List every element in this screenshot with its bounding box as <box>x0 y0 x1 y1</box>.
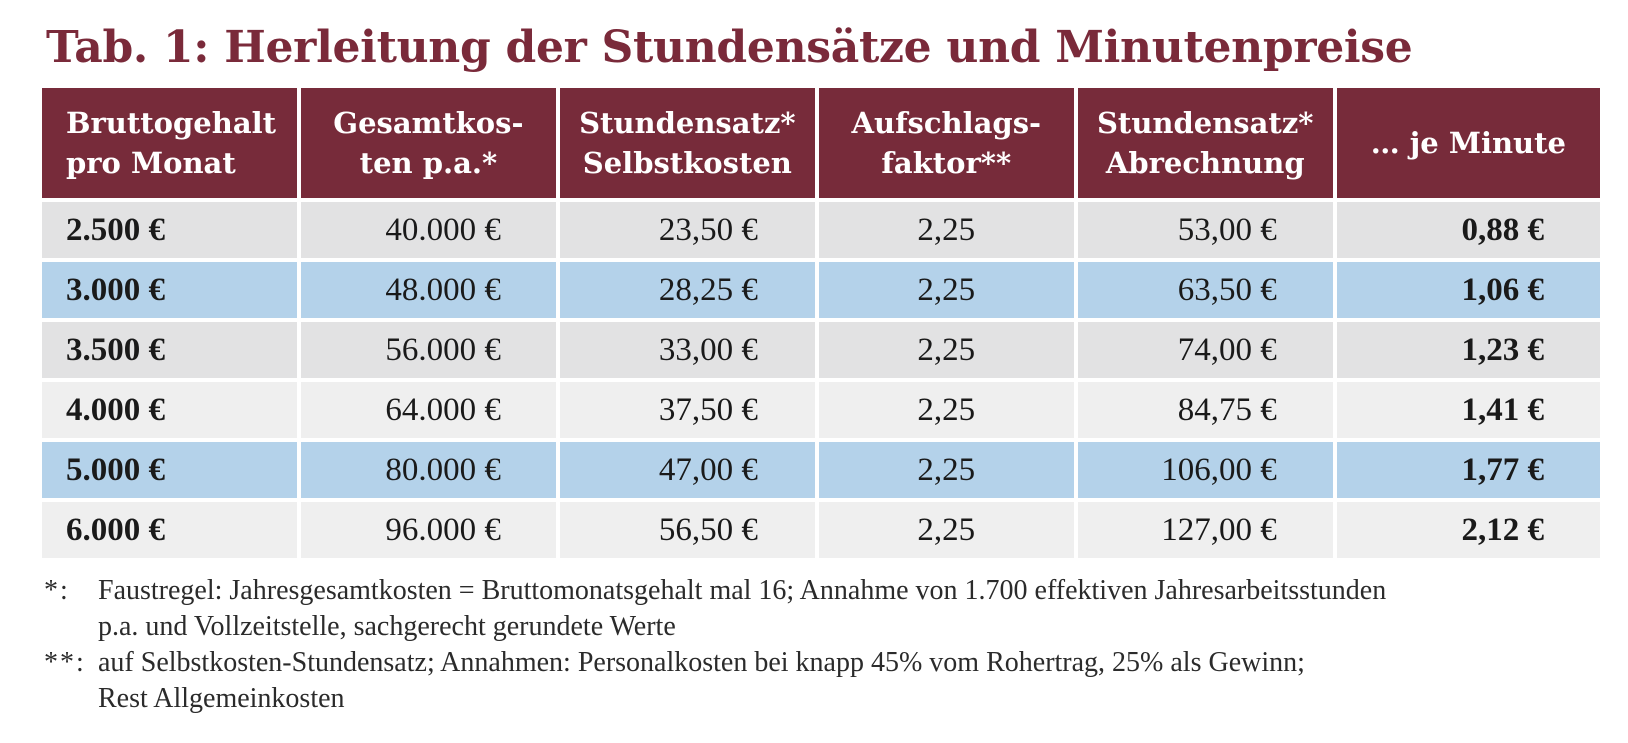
footnotes: *: Faustregel: Jahresgesamtkosten = Brut… <box>44 573 1604 717</box>
table-row: 3.000 € 48.000 € 28,25 € 2,25 63,50 € 1,… <box>42 262 1600 318</box>
header-line: … je Minute <box>1370 126 1566 160</box>
cell-stundensatz-abrechnung: 84,75 € <box>1077 382 1333 438</box>
header-line: faktor** <box>881 146 1012 180</box>
cell-gesamtkosten: 96.000 € <box>300 502 556 558</box>
cell-je-minute: 0,88 € <box>1336 202 1600 258</box>
cell-gesamtkosten: 56.000 € <box>300 322 556 378</box>
cell-stundensatz-abrechnung: 74,00 € <box>1077 322 1333 378</box>
header-line: Aufschlags- <box>851 106 1042 140</box>
table-title: Tab. 1: Herleitung der Stundensätze und … <box>46 22 1413 73</box>
cell-bruttogehalt: 3.500 € <box>42 322 297 378</box>
header-bruttogehalt: Bruttogehalt pro Monat <box>42 88 297 198</box>
cell-bruttogehalt: 3.000 € <box>42 262 297 318</box>
cell-stundensatz-abrechnung: 53,00 € <box>1077 202 1333 258</box>
header-line: ten p.a.* <box>359 146 498 180</box>
header-line: Bruttogehalt <box>66 106 277 140</box>
footnote-line: p.a. und Vollzeitstelle, sachgerecht ger… <box>98 611 676 642</box>
cell-stundensatz-selbstkosten: 28,25 € <box>559 262 815 318</box>
header-line: Stundensatz* <box>1096 106 1314 140</box>
cell-gesamtkosten: 48.000 € <box>300 262 556 318</box>
rates-table: Bruttogehalt pro Monat Gesamtkos- ten p.… <box>38 84 1604 562</box>
footnote-text: Faustregel: Jahresgesamtkosten = Bruttom… <box>98 573 1604 645</box>
cell-aufschlagsfaktor: 2,25 <box>818 322 1074 378</box>
cell-bruttogehalt: 6.000 € <box>42 502 297 558</box>
cell-aufschlagsfaktor: 2,25 <box>818 442 1074 498</box>
table-row: 3.500 € 56.000 € 33,00 € 2,25 74,00 € 1,… <box>42 322 1600 378</box>
cell-stundensatz-abrechnung: 106,00 € <box>1077 442 1333 498</box>
cell-aufschlagsfaktor: 2,25 <box>818 202 1074 258</box>
table-row: 5.000 € 80.000 € 47,00 € 2,25 106,00 € 1… <box>42 442 1600 498</box>
cell-bruttogehalt: 4.000 € <box>42 382 297 438</box>
table-header-row: Bruttogehalt pro Monat Gesamtkos- ten p.… <box>42 88 1600 198</box>
header-line: Stundensatz* <box>579 106 796 140</box>
cell-stundensatz-selbstkosten: 37,50 € <box>559 382 815 438</box>
cell-aufschlagsfaktor: 2,25 <box>818 502 1074 558</box>
cell-stundensatz-selbstkosten: 56,50 € <box>559 502 815 558</box>
header-je-minute: … je Minute <box>1336 88 1600 198</box>
header-gesamtkosten: Gesamtkos- ten p.a.* <box>300 88 556 198</box>
header-stundensatz-selbstkosten: Stundensatz* Selbstkosten <box>559 88 815 198</box>
cell-stundensatz-abrechnung: 63,50 € <box>1077 262 1333 318</box>
header-line: Selbstkosten <box>582 146 792 180</box>
cell-stundensatz-selbstkosten: 23,50 € <box>559 202 815 258</box>
table-row: 6.000 € 96.000 € 56,50 € 2,25 127,00 € 2… <box>42 502 1600 558</box>
cell-je-minute: 2,12 € <box>1336 502 1600 558</box>
cell-stundensatz-abrechnung: 127,00 € <box>1077 502 1333 558</box>
footnote-text: auf Selbstkosten-Stundensatz; Annahmen: … <box>98 645 1604 717</box>
cell-gesamtkosten: 40.000 € <box>300 202 556 258</box>
table-row: 2.500 € 40.000 € 23,50 € 2,25 53,00 € 0,… <box>42 202 1600 258</box>
footnote-marker: **: <box>44 647 86 678</box>
cell-stundensatz-selbstkosten: 33,00 € <box>559 322 815 378</box>
footnote-line: auf Selbstkosten-Stundensatz; Annahmen: … <box>98 647 1305 678</box>
footnote-marker: *: <box>44 575 70 606</box>
cell-je-minute: 1,06 € <box>1336 262 1600 318</box>
header-aufschlagsfaktor: Aufschlags- faktor** <box>818 88 1074 198</box>
cell-je-minute: 1,77 € <box>1336 442 1600 498</box>
header-line: Abrechnung <box>1105 146 1305 180</box>
footnote-line: Faustregel: Jahresgesamtkosten = Bruttom… <box>98 575 1387 606</box>
footnote: *: Faustregel: Jahresgesamtkosten = Brut… <box>44 573 1604 645</box>
footnote: **: auf Selbstkosten-Stundensatz; Annahm… <box>44 645 1604 717</box>
table-row: 4.000 € 64.000 € 37,50 € 2,25 84,75 € 1,… <box>42 382 1600 438</box>
cell-aufschlagsfaktor: 2,25 <box>818 382 1074 438</box>
cell-je-minute: 1,23 € <box>1336 322 1600 378</box>
cell-aufschlagsfaktor: 2,25 <box>818 262 1074 318</box>
cell-bruttogehalt: 2.500 € <box>42 202 297 258</box>
cell-gesamtkosten: 80.000 € <box>300 442 556 498</box>
cell-stundensatz-selbstkosten: 47,00 € <box>559 442 815 498</box>
cell-bruttogehalt: 5.000 € <box>42 442 297 498</box>
header-line: pro Monat <box>66 146 236 180</box>
footnote-line: Rest Allgemeinkosten <box>98 683 345 714</box>
header-line: Gesamtkos- <box>333 106 524 140</box>
cell-gesamtkosten: 64.000 € <box>300 382 556 438</box>
cell-je-minute: 1,41 € <box>1336 382 1600 438</box>
header-stundensatz-abrechnung: Stundensatz* Abrechnung <box>1077 88 1333 198</box>
